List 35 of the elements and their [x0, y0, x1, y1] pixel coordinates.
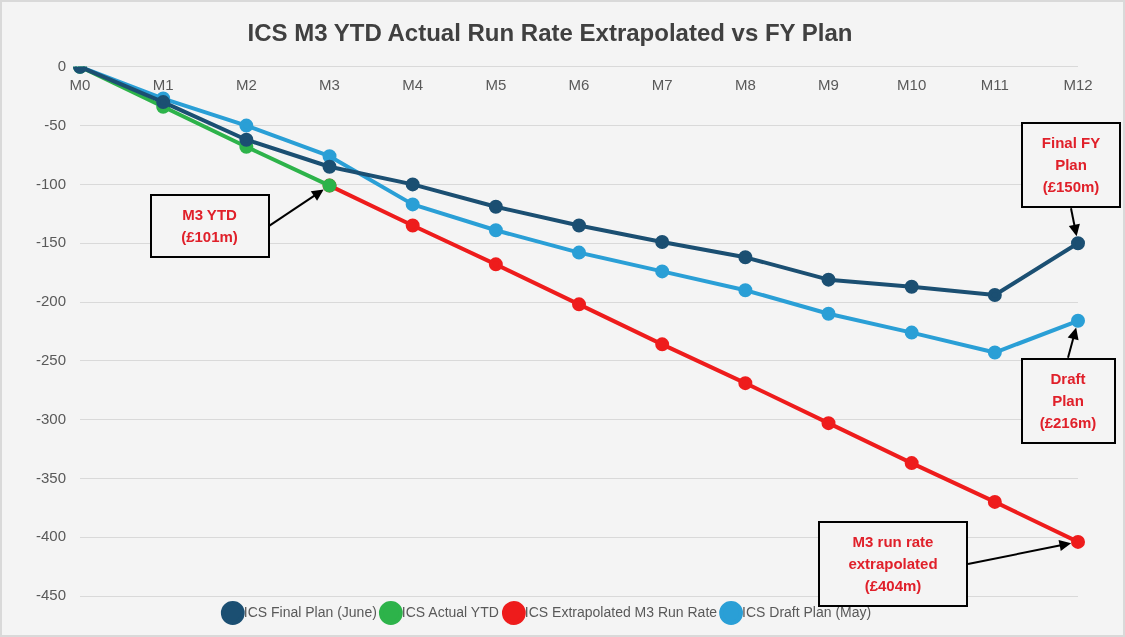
legend-label: ICS Extrapolated M3 Run Rate — [524, 603, 718, 620]
y-tick-label: -200 — [35, 292, 67, 310]
x-tick-label: M7 — [651, 75, 673, 93]
x-tick-label: M11 — [980, 75, 1009, 93]
x-tick-label: M10 — [897, 75, 927, 93]
callout-box: M3 run rate extrapolated (£404m) — [818, 520, 968, 607]
x-tick-label: M8 — [734, 75, 756, 93]
callout-box: M3 YTD (£101m) — [149, 193, 270, 258]
y-tick-label: -150 — [35, 233, 67, 251]
x-tick-label: M3 — [319, 75, 340, 93]
y-tick-label: 0 — [57, 56, 67, 74]
legend-label: ICS Final Plan (June) — [243, 603, 377, 620]
annotation: M3 run rate extrapolated (£404m) — [848, 532, 938, 594]
x-tick-label: M2 — [235, 75, 257, 93]
annotation: Draft Plan (£216m) — [1039, 369, 1097, 431]
y-tick-label: -100 — [35, 174, 67, 192]
x-tick-label: M4 — [402, 75, 424, 93]
y-tick-label: -450 — [35, 586, 67, 604]
y-tick-label: -350 — [35, 468, 67, 486]
x-tick-label: M12 — [1063, 75, 1093, 93]
callout-box: Final FY Plan (£150m) — [1021, 122, 1121, 209]
y-tick-label: -250 — [35, 350, 67, 368]
x-tick-label: M9 — [818, 75, 839, 93]
x-tick-label: M5 — [485, 75, 507, 93]
legend-label: ICS Actual YTD — [401, 603, 499, 620]
x-tick-label: M0 — [69, 75, 91, 93]
annotation: Final FY Plan (£150m) — [1041, 134, 1101, 196]
annotation: M3 YTD (£101m) — [181, 205, 238, 245]
y-tick-label: -400 — [35, 527, 67, 545]
x-tick-label: M1 — [152, 75, 174, 93]
x-tick-label: M6 — [568, 75, 590, 93]
callout-box: Draft Plan (£216m) — [1020, 357, 1116, 444]
chart-title: ICS M3 YTD Actual Run Rate Extrapolated vs FY Plan — [247, 19, 853, 47]
y-tick-label: -300 — [35, 409, 67, 427]
y-tick-label: -50 — [44, 115, 67, 133]
